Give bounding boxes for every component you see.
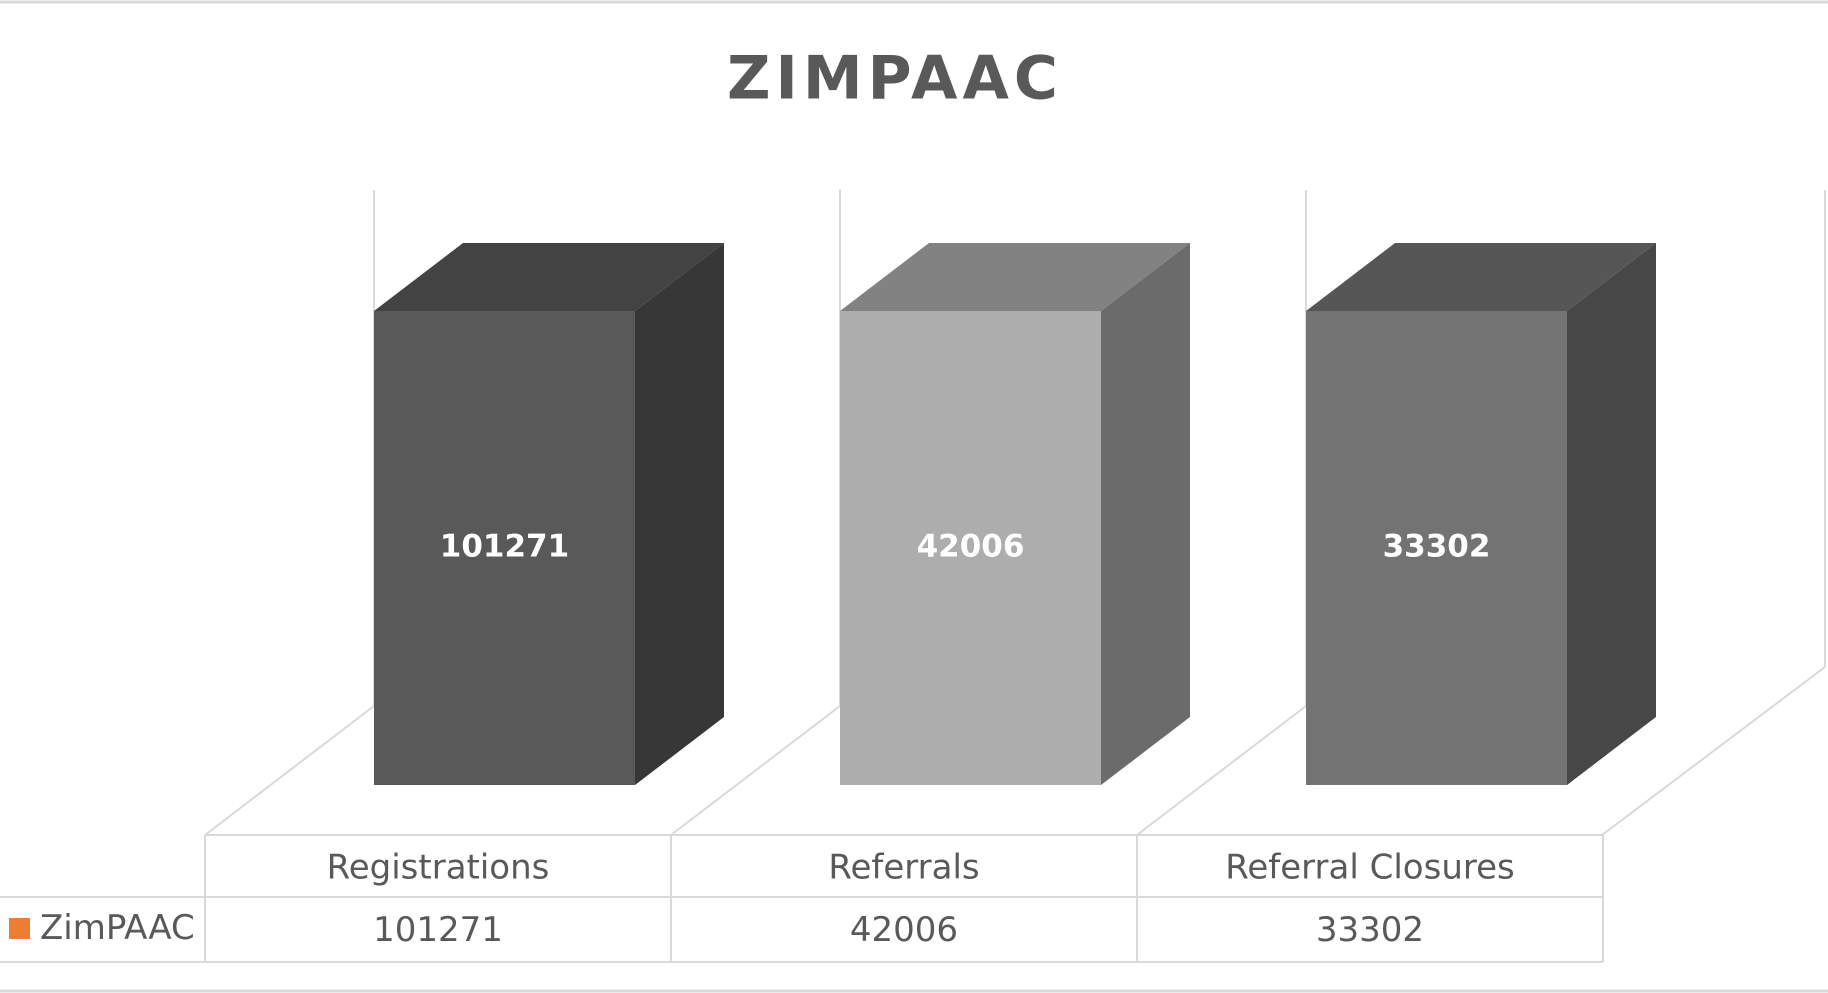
table-value: 101271 [373, 910, 503, 950]
chart-title: ZIMPAAC [727, 44, 1063, 114]
bar [374, 243, 724, 785]
bar-top [840, 243, 1190, 311]
table-value: 33302 [1316, 910, 1424, 950]
legend-label: ZimPAAC [40, 908, 195, 948]
bar-side [635, 243, 724, 785]
floor-line [1136, 705, 1307, 836]
bar-front [374, 311, 635, 785]
bar-front [1306, 311, 1567, 785]
value-label: 101271 [440, 529, 569, 565]
x-tick-label: Referrals [828, 848, 979, 888]
bar-side [1101, 243, 1190, 785]
value-label: 42006 [917, 529, 1025, 565]
floor-line [204, 705, 375, 836]
value-label: 33302 [1383, 529, 1491, 565]
bar-side [1567, 243, 1656, 785]
bar [840, 243, 1190, 785]
x-tick-label: Referral Closures [1225, 848, 1514, 888]
table-value: 42006 [850, 910, 958, 950]
x-tick-label: Registrations [327, 848, 550, 888]
bar-front [840, 311, 1101, 785]
bar-top [374, 243, 724, 311]
walls [1601, 190, 1826, 836]
legend-key [9, 918, 30, 939]
bar [1306, 243, 1656, 785]
bar-top [1306, 243, 1656, 311]
floor-line [670, 705, 841, 836]
